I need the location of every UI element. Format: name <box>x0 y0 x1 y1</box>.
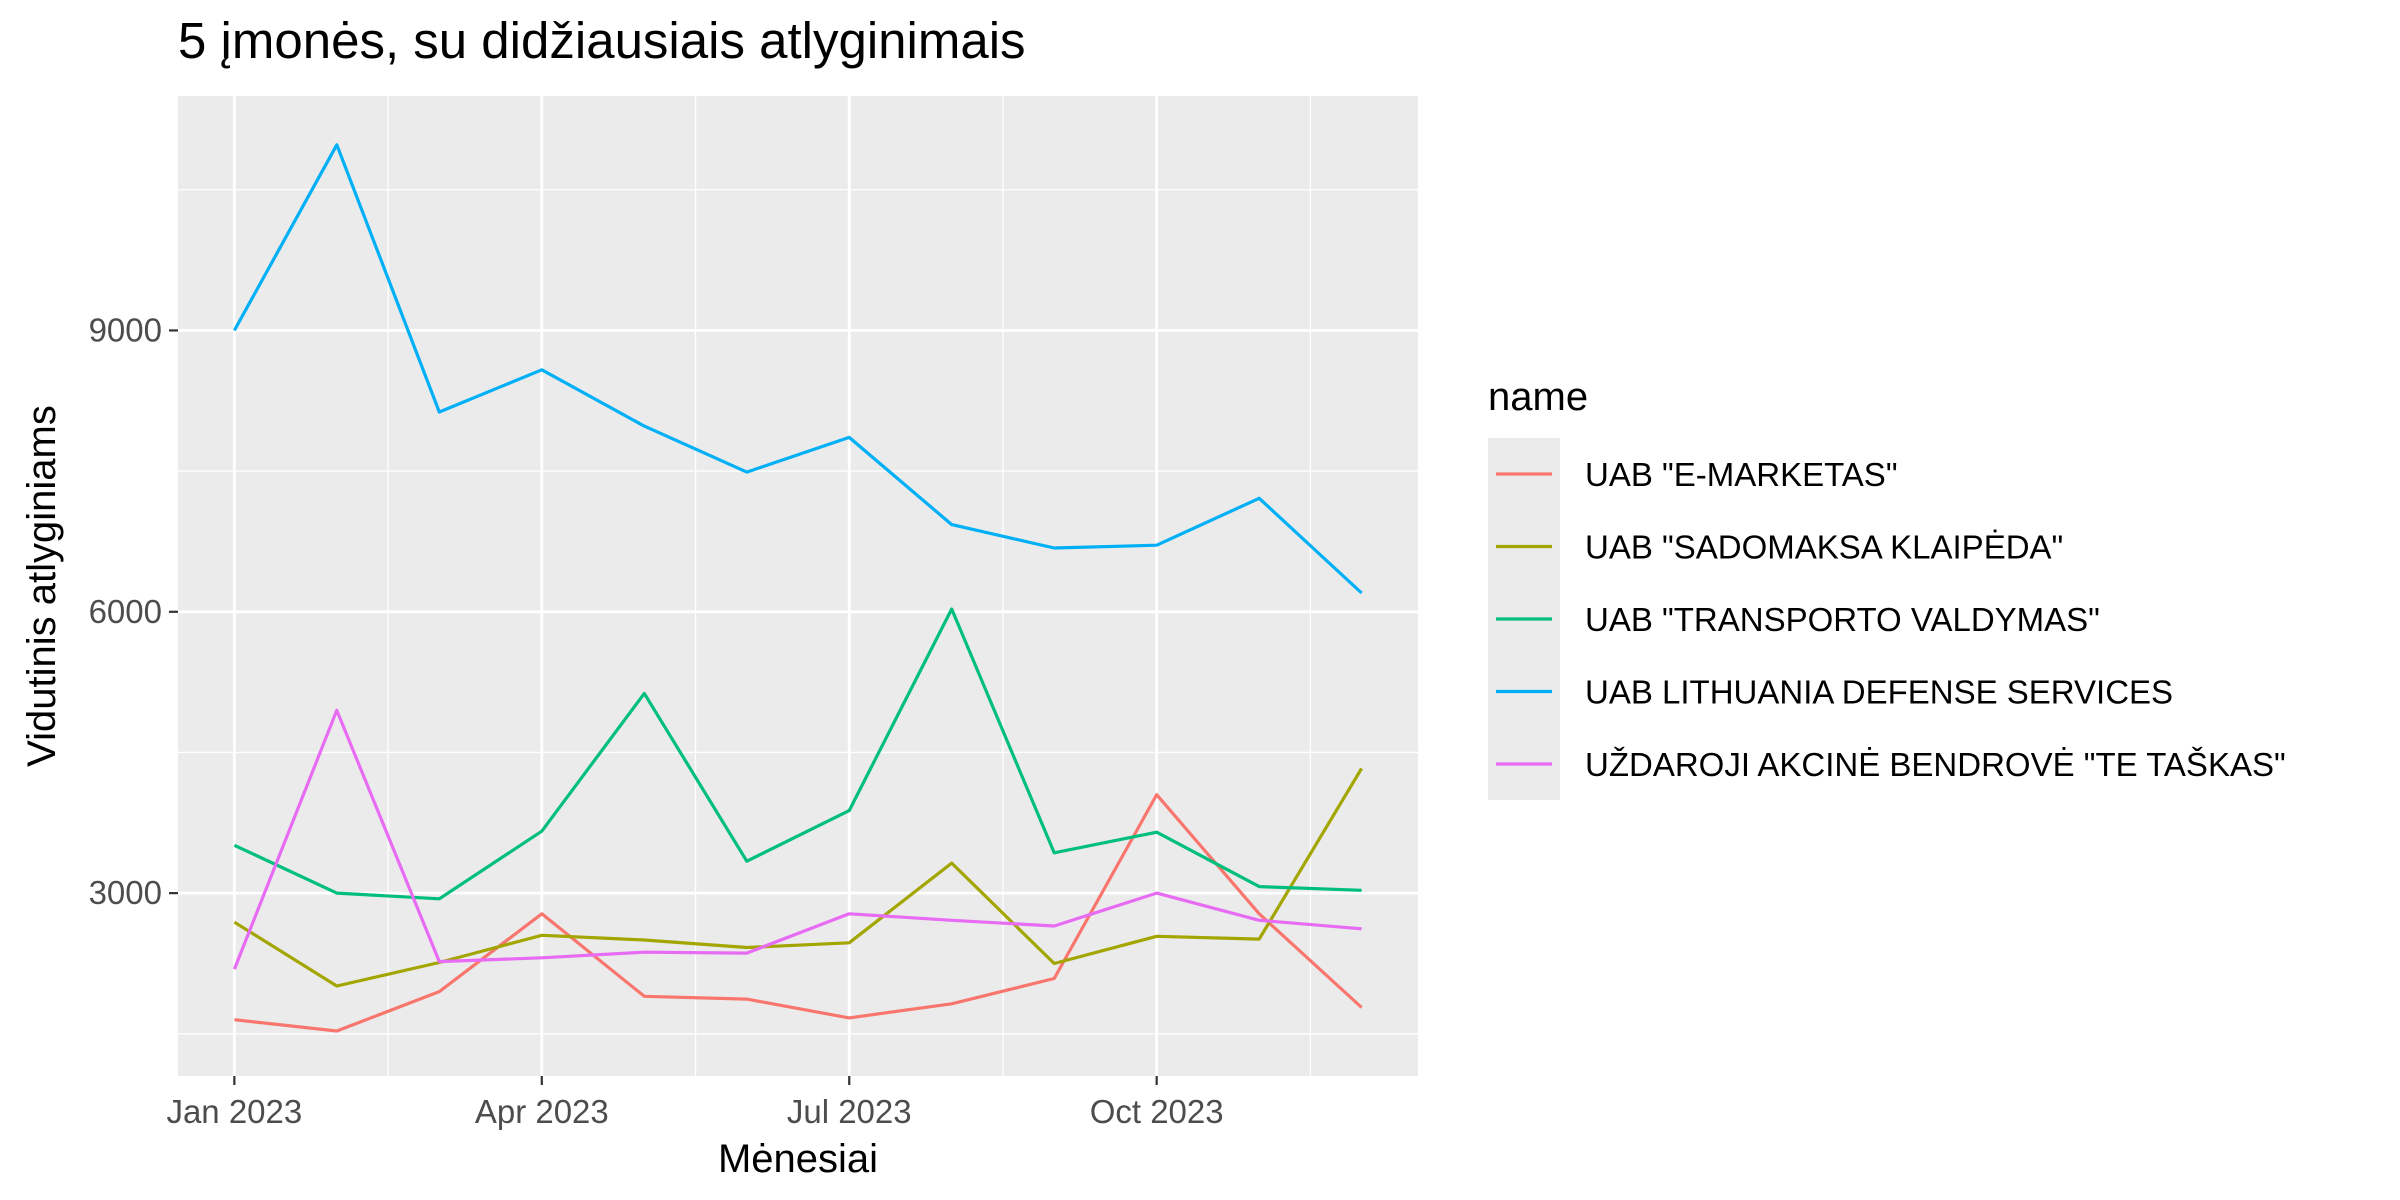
plot-panel <box>178 96 1418 1076</box>
series-line-2 <box>233 767 1363 988</box>
series-line-3 <box>233 607 1362 901</box>
y-tick-label: 6000 <box>89 593 162 630</box>
x-axis-title: Mėnesiai <box>718 1137 878 1181</box>
x-tick-label: Jan 2023 <box>166 1093 302 1130</box>
x-tick-label: Oct 2023 <box>1090 1093 1224 1130</box>
y-axis-title: Vidutinis atlyginiams <box>20 405 64 767</box>
x-tick-label: Apr 2023 <box>475 1093 609 1130</box>
chart-title: 5 įmonės, su didžiausiais atlyginimais <box>178 12 1026 69</box>
legend-label-3: UAB "TRANSPORTO VALDYMAS" <box>1585 601 2100 638</box>
legend-title: name <box>1488 375 1588 419</box>
x-axis: Jan 2023 Apr 2023 Jul 2023 Oct 2023 <box>166 1076 1224 1130</box>
series-lines <box>232 143 1363 1033</box>
legend-label-5: UŽDAROJI AKCINĖ BENDROVĖ "TE TAŠKAS" <box>1585 746 2286 783</box>
legend-label-4: UAB LITHUANIA DEFENSE SERVICES <box>1585 674 2173 711</box>
legend-label-1: UAB "E-MARKETAS" <box>1585 456 1898 493</box>
series-line-1 <box>234 793 1363 1033</box>
legend-label-2: UAB "SADOMAKSA KLAIPĖDA" <box>1585 529 2063 566</box>
series-line-5 <box>232 708 1362 970</box>
legend: name UAB "E-MARKETAS" UAB "SADOMAKSA KLAI… <box>1488 375 2286 800</box>
y-axis: 3000 6000 9000 <box>89 311 178 911</box>
y-tick-label: 3000 <box>89 874 162 911</box>
x-tick-label: Jul 2023 <box>787 1093 912 1130</box>
series-line-4 <box>232 143 1363 595</box>
y-tick-label: 9000 <box>89 311 162 348</box>
grid-minor <box>178 96 1418 1076</box>
